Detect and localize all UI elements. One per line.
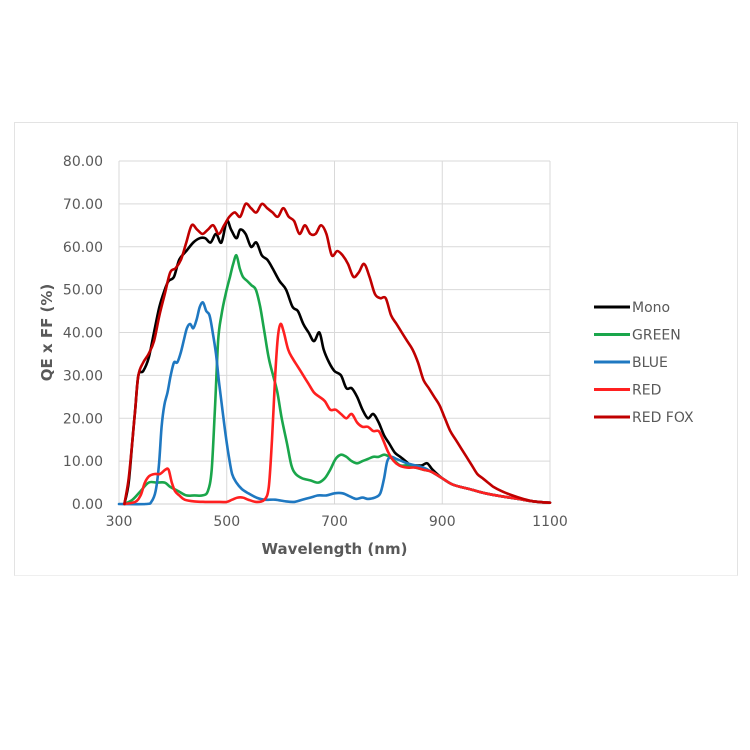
y-tick-labels: 0.00 10.00 20.00 30.00 40.00 50.00 60.00 70.00 8… xyxy=(63,154,103,513)
y-tick-label: 70.00 xyxy=(63,197,103,213)
y-tick-label: 80.00 xyxy=(63,154,103,170)
x-tick-label: 700 xyxy=(321,514,348,530)
series-line-red xyxy=(123,322,552,506)
y-tick-label: 40.00 xyxy=(63,326,103,342)
x-tick-label: 1100 xyxy=(532,514,568,530)
legend: Mono GREEN BLUE RED RED FOX xyxy=(594,300,694,426)
legend-label-red-fox: RED FOX xyxy=(632,410,694,426)
x-axis-title: Wavelength (nm) xyxy=(262,540,408,558)
y-tick-label: 50.00 xyxy=(63,283,103,299)
y-tick-label: 60.00 xyxy=(63,240,103,256)
x-tick-label: 300 xyxy=(106,514,133,530)
legend-label-green: GREEN xyxy=(632,328,681,344)
gridlines xyxy=(118,160,551,504)
y-tick-label: 20.00 xyxy=(63,411,103,427)
chart-frame xyxy=(14,122,738,576)
series-lines xyxy=(117,202,552,506)
series-line-red-fox xyxy=(123,202,552,506)
x-tick-labels: 300 500 700 900 1100 xyxy=(106,514,568,530)
y-tick-label: 0.00 xyxy=(72,497,103,513)
x-tick-label: 900 xyxy=(429,514,456,530)
series-line-green xyxy=(123,253,552,506)
y-tick-label: 30.00 xyxy=(63,368,103,384)
y-axis-title: QE x FF (%) xyxy=(38,284,56,382)
y-tick-label: 10.00 xyxy=(63,454,103,470)
legend-label-red: RED xyxy=(632,383,661,399)
legend-label-mono: Mono xyxy=(632,300,670,316)
legend-label-blue: BLUE xyxy=(632,355,668,371)
x-tick-label: 500 xyxy=(213,514,240,530)
